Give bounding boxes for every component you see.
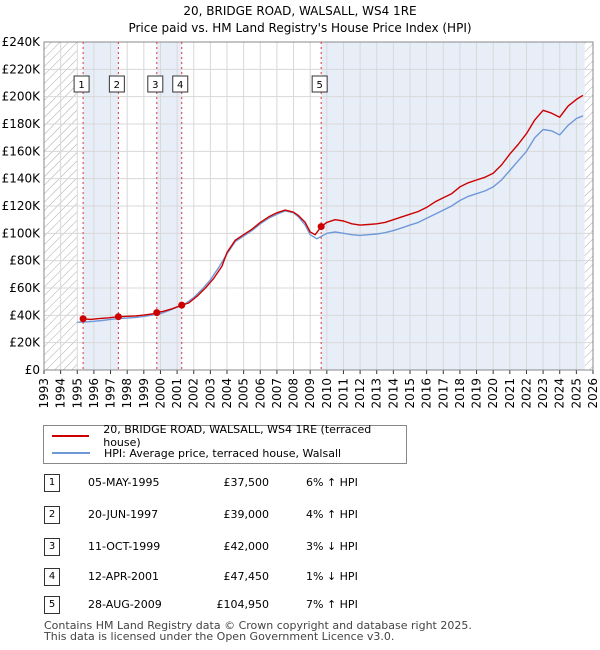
x-tick-label: 2022 <box>519 378 533 409</box>
sale-marker-label: 1 <box>78 80 84 91</box>
y-tick-label: £180K <box>2 117 42 131</box>
x-tick-label: 2005 <box>237 378 251 409</box>
x-tick-label: 2006 <box>253 378 267 409</box>
x-tick-label: 2023 <box>536 378 550 409</box>
legend-entry-hpi: HPI: Average price, terraced house, Wals… <box>52 445 341 461</box>
y-tick-label: £160K <box>2 144 42 158</box>
hpi-line <box>77 115 584 323</box>
x-tick-label: 2021 <box>503 378 517 409</box>
sale-number: 3 <box>44 538 60 556</box>
sale-marker-label: 5 <box>316 80 322 91</box>
x-tick-label: 2012 <box>353 378 367 409</box>
price-chart: £0 £20K £40K £60K £80K £100K £120K £140K £160K £1… <box>2 35 600 409</box>
x-tick-label: 2002 <box>187 378 201 409</box>
x-tick-label: 2004 <box>220 378 234 409</box>
sale-marker-box <box>108 75 125 93</box>
y-tick-label: £240K <box>2 35 42 49</box>
x-tick-label: 1998 <box>120 378 134 409</box>
legend-swatch-property <box>52 435 90 437</box>
sale-marker-box <box>73 75 90 93</box>
sale-price: £37,500 <box>223 476 270 489</box>
footer-license: This data is licensed under the Open Gov… <box>44 630 395 643</box>
sale-date: 11-OCT-1999 <box>88 540 161 553</box>
sale-number: 4 <box>44 568 60 586</box>
x-tick-label: 2020 <box>486 378 500 409</box>
sale-date: 05-MAY-1995 <box>88 476 160 489</box>
sale-marker-label: 3 <box>152 80 158 91</box>
x-tick-label: 2013 <box>370 378 384 409</box>
y-tick-label: £80K <box>9 254 41 268</box>
x-tick-label: 2025 <box>569 378 583 409</box>
sale-point <box>114 313 122 321</box>
sale-price: £104,950 <box>216 598 270 611</box>
x-tick-label: 2016 <box>420 378 434 409</box>
x-tick-label: 2014 <box>386 378 400 409</box>
chart-legend: 20, BRIDGE ROAD, WALSALL, WS4 1RE (terra… <box>43 423 407 464</box>
footer-notice: Contains HM Land Registry data © Crown c… <box>44 620 472 642</box>
legend-swatch-hpi <box>52 452 90 454</box>
sale-number: 2 <box>44 506 60 524</box>
y-tick-label: £140K <box>2 172 42 186</box>
sale-marker-label: 2 <box>114 80 120 91</box>
x-tick-label: 1995 <box>70 378 84 409</box>
x-tick-label: 2001 <box>170 378 184 409</box>
x-tick-label: 2007 <box>270 378 284 409</box>
sale-hpi-diff: 1% ↓ HPI <box>306 570 358 583</box>
sale-price: £42,000 <box>223 540 270 553</box>
sale-point <box>317 223 325 231</box>
legend-label-property: 20, BRIDGE ROAD, WALSALL, WS4 1RE (terra… <box>103 423 372 449</box>
sale-date: 20-JUN-1997 <box>88 508 159 521</box>
sale-point <box>178 301 186 309</box>
sale-hpi-diff: 6% ↑ HPI <box>306 476 358 489</box>
sale-price: £47,450 <box>223 570 270 583</box>
x-tick-label: 1994 <box>54 378 68 409</box>
sale-number: 5 <box>44 596 60 614</box>
chart-subtitle: Price paid vs. HM Land Registry's House … <box>128 21 472 35</box>
legend-label-hpi: HPI: Average price, terraced house, Wals… <box>104 446 342 460</box>
sale-point <box>153 309 161 317</box>
x-tick-label: 2015 <box>403 378 417 409</box>
chart-title: 20, BRIDGE ROAD, WALSALL, WS4 1RE <box>183 4 417 18</box>
x-tick-label: 2019 <box>470 378 484 409</box>
sale-point <box>79 315 87 323</box>
sale-hpi-diff: 4% ↑ HPI <box>306 508 358 521</box>
sale-marker-box <box>172 75 189 93</box>
sale-date: 28-AUG-2009 <box>88 598 162 611</box>
x-tick-label: 2008 <box>287 378 301 409</box>
x-tick-label: 1997 <box>104 378 118 409</box>
x-tick-label: 2011 <box>336 378 350 409</box>
y-tick-label: £0 <box>25 363 40 377</box>
sale-marker-box <box>311 75 328 93</box>
x-tick-label: 2017 <box>436 378 450 409</box>
property-price-line <box>83 94 584 321</box>
y-tick-label: £120K <box>2 199 42 213</box>
legend-entry-property: 20, BRIDGE ROAD, WALSALL, WS4 1RE (terra… <box>52 423 406 449</box>
sale-hpi-diff: 3% ↓ HPI <box>306 540 358 553</box>
x-tick-label: 2010 <box>320 378 334 409</box>
footer-copyright: Contains HM Land Registry data © Crown c… <box>44 619 472 632</box>
sale-hpi-diff: 7% ↑ HPI <box>306 598 358 611</box>
sale-marker-label: 4 <box>177 80 183 91</box>
sale-number: 1 <box>44 474 60 492</box>
x-tick-label: 1996 <box>87 378 101 409</box>
x-tick-label: 2009 <box>303 378 317 409</box>
y-tick-label: £220K <box>2 62 42 76</box>
x-tick-label: 2018 <box>453 378 467 409</box>
y-tick-label: £60K <box>9 281 41 295</box>
x-tick-label: 2003 <box>203 378 217 409</box>
x-tick-label: 2024 <box>553 378 567 409</box>
plot-border <box>43 41 594 371</box>
x-tick-label: 2026 <box>586 378 600 409</box>
x-tick-label: 2000 <box>153 378 167 409</box>
y-tick-label: £100K <box>2 226 42 240</box>
x-tick-label: 1999 <box>137 378 151 409</box>
x-tick-label: 1993 <box>37 378 51 409</box>
y-tick-label: £40K <box>9 308 41 322</box>
sale-price: £39,000 <box>223 508 270 521</box>
y-tick-label: £20K <box>9 336 41 350</box>
sale-date: 12-APR-2001 <box>88 570 160 583</box>
y-tick-label: £200K <box>2 90 42 104</box>
sale-marker-box <box>147 75 164 93</box>
